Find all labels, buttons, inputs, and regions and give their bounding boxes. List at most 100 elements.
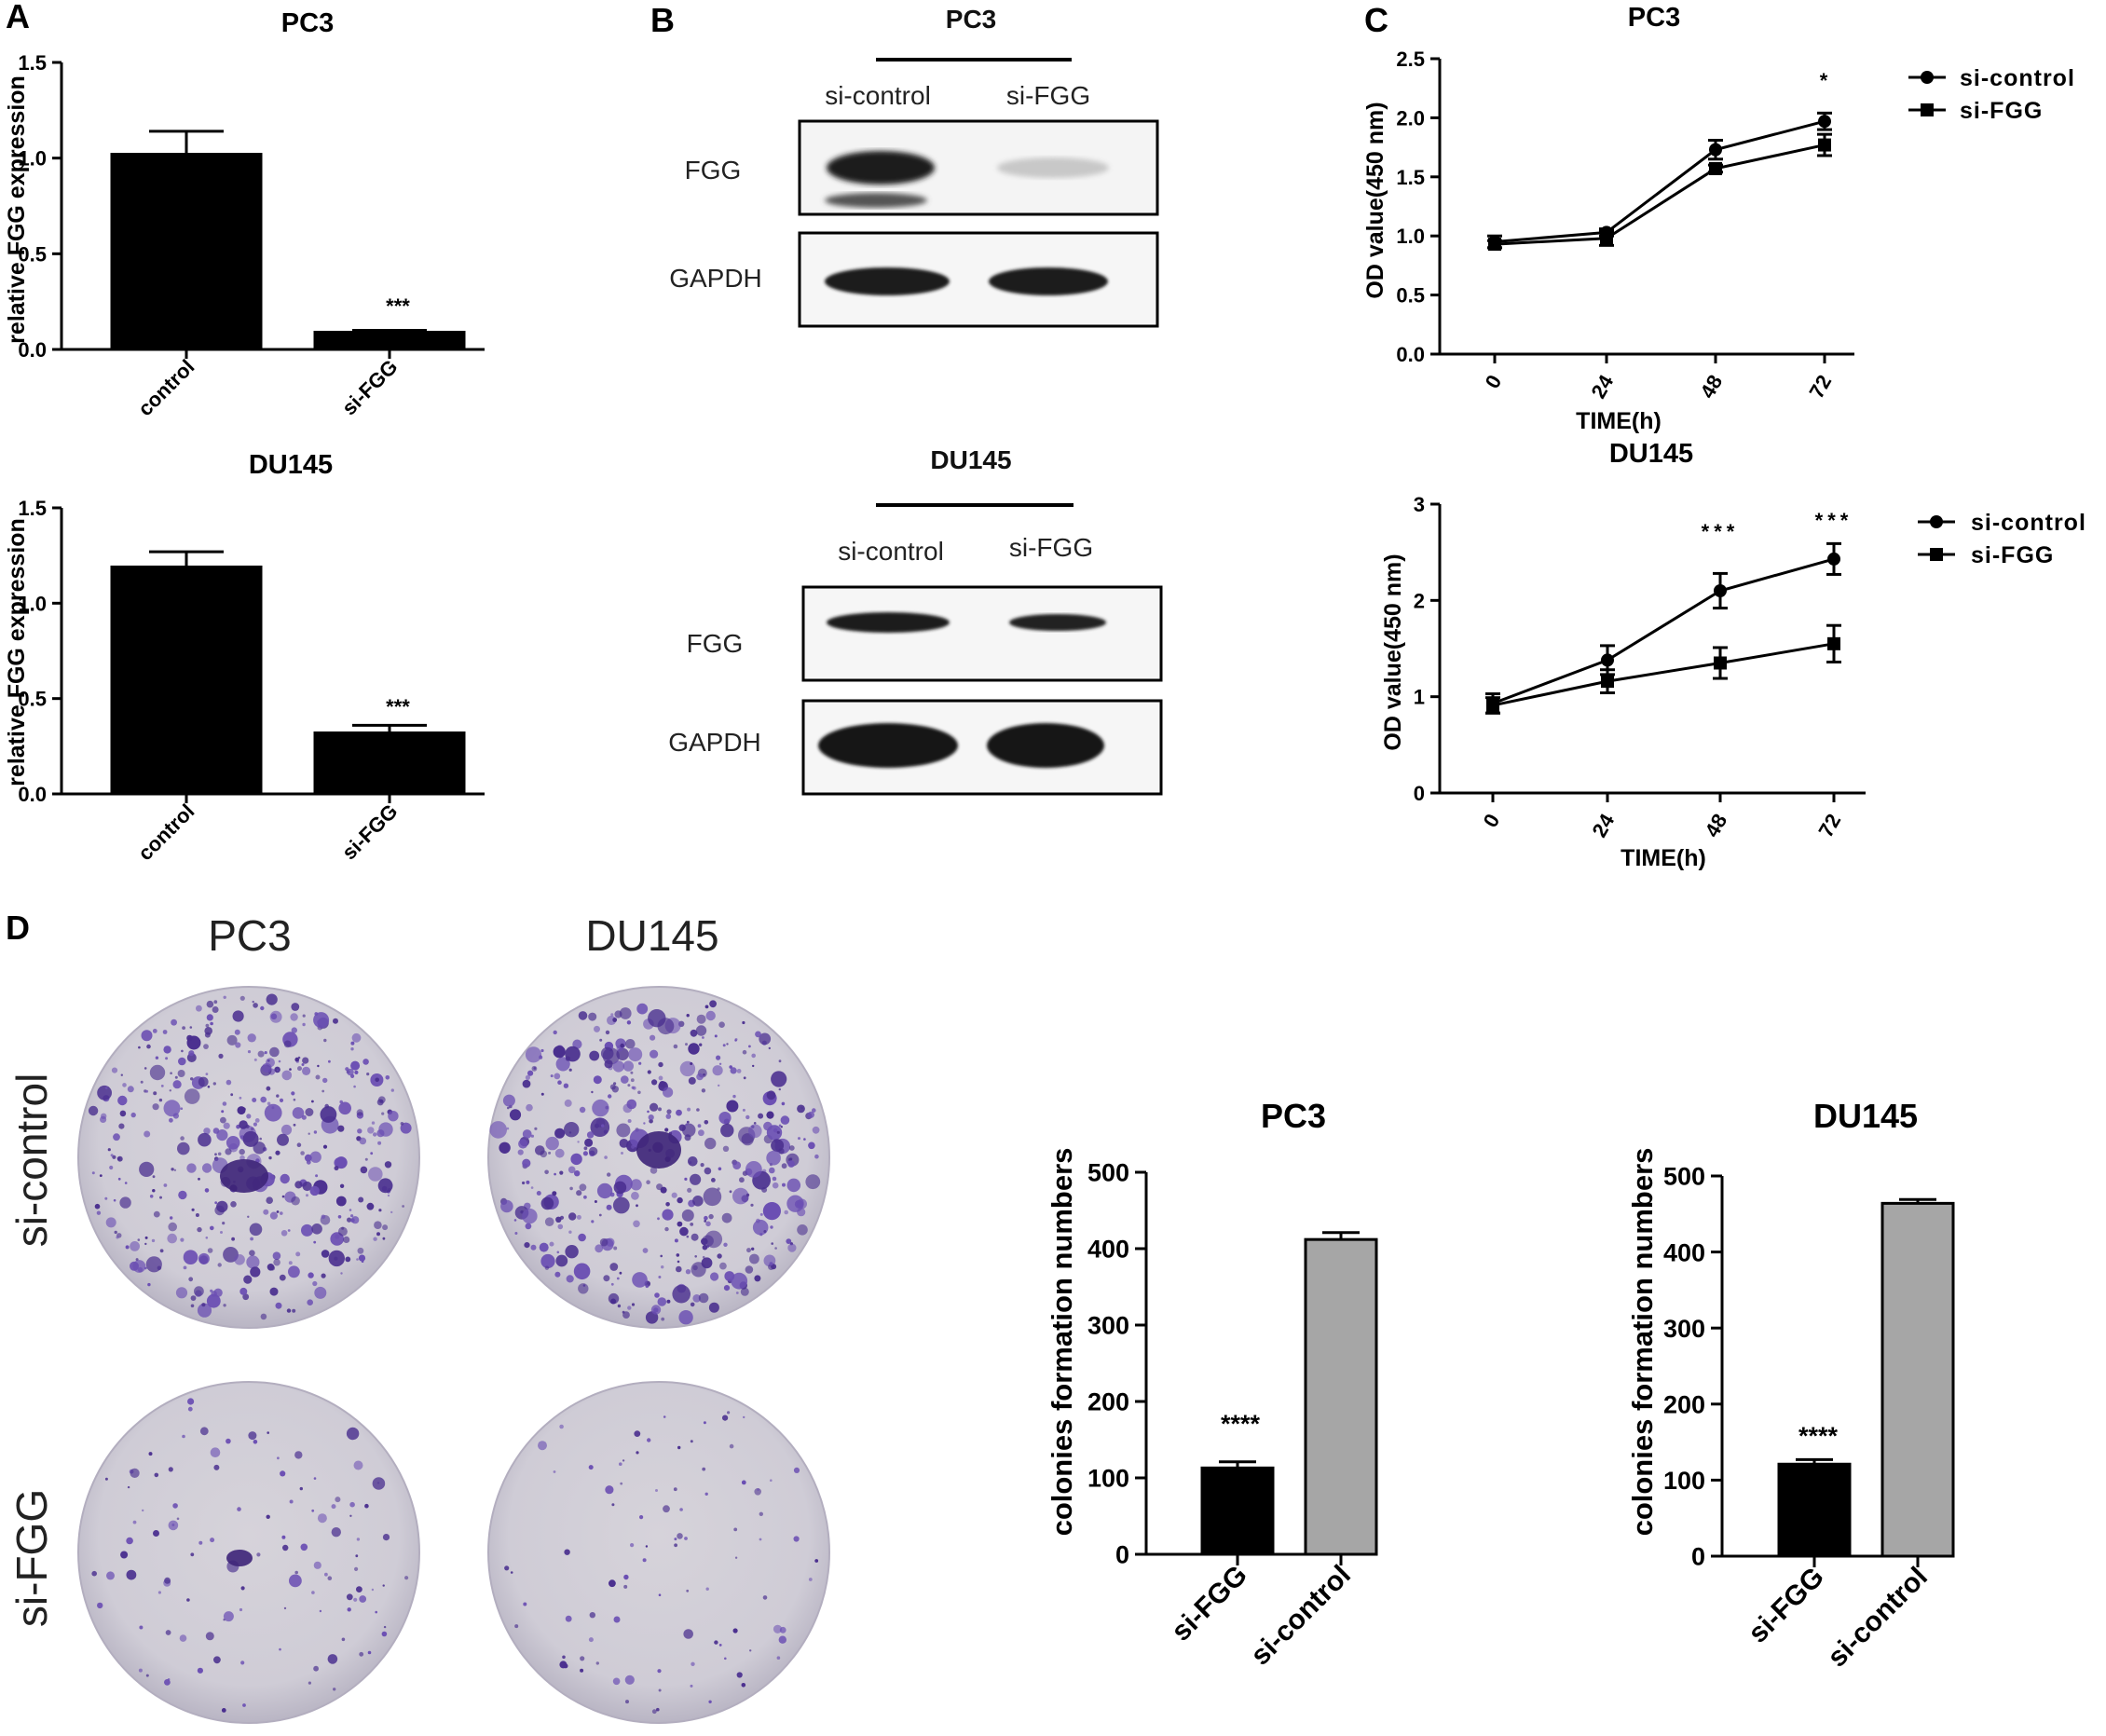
colony-dot — [140, 1080, 144, 1084]
colony-dot — [301, 1223, 313, 1237]
colony-dot — [116, 1155, 123, 1162]
colony-dot — [222, 1222, 226, 1225]
colony-dot — [555, 1216, 562, 1223]
colony-dot — [213, 1288, 223, 1298]
y-tick-label: 200 — [1087, 1388, 1129, 1416]
colony-dot — [172, 1113, 179, 1119]
colony-dot — [324, 1103, 330, 1109]
colony-dot — [206, 1293, 221, 1308]
colony-dot — [568, 1166, 576, 1174]
colony-dot — [685, 1043, 688, 1046]
colony-dot — [730, 1067, 737, 1074]
colony-dot — [658, 1075, 663, 1081]
chart-a-du145-title: DU145 — [249, 450, 333, 480]
colony-dot — [183, 1250, 198, 1264]
colony-dot — [126, 1569, 137, 1580]
colony-dot — [613, 1616, 621, 1623]
colony-dot — [361, 1260, 364, 1263]
chart-d-pc3-title: PC3 — [1261, 1097, 1326, 1135]
colony-dot — [240, 1586, 245, 1591]
colony-dot — [651, 1079, 658, 1086]
y-tick-label: 100 — [1087, 1465, 1129, 1493]
colony-dot — [249, 1223, 263, 1237]
colony-dot — [280, 1173, 290, 1184]
colony-dot — [708, 1302, 719, 1313]
colony-dot — [367, 1127, 375, 1134]
colony-dot — [94, 1203, 101, 1210]
colony-dot — [210, 1289, 213, 1292]
colony-dot — [253, 1122, 257, 1127]
colony-dot — [507, 1106, 510, 1110]
colony-dot — [717, 1253, 722, 1259]
colony-dot — [180, 1237, 185, 1242]
colony-dot — [773, 1624, 783, 1633]
colony-dot — [570, 1153, 582, 1166]
colony-dot — [175, 1287, 188, 1299]
colony-dot — [217, 1152, 222, 1156]
y-tick-label: 0.0 — [18, 783, 47, 806]
colony-dot — [688, 1156, 698, 1167]
colony-dot — [331, 1504, 336, 1510]
chart-c-pc3-legend-si-fgg: si-FGG — [1960, 98, 2043, 124]
colony-dot — [769, 1262, 773, 1266]
colony-dot — [650, 1049, 659, 1059]
colony-dot — [335, 1497, 341, 1503]
colony-dot — [605, 1030, 610, 1035]
colony-dot — [179, 1634, 187, 1642]
colony-dot — [741, 1133, 754, 1146]
colony-dot — [357, 1247, 364, 1254]
colony-dot — [540, 1253, 555, 1269]
colony-dot — [190, 1304, 195, 1308]
colony-dot — [598, 1213, 602, 1217]
colony-dot — [142, 1509, 144, 1512]
colony-dot — [260, 1005, 265, 1011]
colony-dot — [337, 1215, 342, 1219]
colony-dot — [198, 1177, 200, 1181]
colony-dot — [599, 1237, 609, 1247]
colony-dot — [199, 1427, 209, 1436]
colony-dot — [559, 1661, 568, 1669]
colony-dot — [381, 1112, 385, 1115]
colony-dot — [722, 1145, 730, 1153]
colony-dot — [589, 1612, 595, 1619]
colony-dot — [540, 1092, 544, 1096]
colony-dot — [153, 1530, 159, 1537]
colony-dot — [390, 1088, 394, 1092]
colony-dot — [262, 1062, 272, 1073]
point-si-control — [1827, 552, 1840, 566]
colony-dot — [377, 1141, 382, 1145]
colony-dot — [112, 1155, 116, 1159]
colony-dot — [182, 1026, 186, 1030]
colony-dot — [630, 1078, 635, 1083]
colony-dot — [677, 1260, 680, 1264]
colony-dot — [315, 1174, 319, 1178]
colony-dot — [569, 1186, 573, 1191]
colony-dot — [154, 1472, 159, 1478]
colony-dot — [793, 1536, 800, 1542]
colony-dot — [742, 1020, 745, 1025]
colony-dot — [692, 1294, 701, 1303]
colony-dot — [334, 1256, 338, 1261]
bar-si-FGG — [313, 331, 466, 351]
colony-dot — [170, 1216, 173, 1220]
plates-column-du145: DU145 — [585, 911, 718, 960]
colony-dot — [149, 1064, 166, 1081]
colony-dot — [654, 1292, 660, 1298]
colony-dot — [556, 1251, 560, 1254]
colony-dot — [280, 1124, 293, 1136]
colony-dot — [703, 1421, 706, 1425]
colony-dot — [679, 1508, 683, 1511]
colony-dot — [647, 1110, 650, 1114]
colony-dot — [247, 1215, 250, 1219]
colony-dot — [619, 1271, 622, 1275]
colony-dot — [275, 1302, 282, 1309]
colony-dot — [613, 1181, 627, 1195]
blot-du145-gapdh-band-sifgg — [987, 723, 1104, 768]
colony-dot — [317, 1064, 320, 1068]
colony-dot — [302, 1022, 306, 1027]
colony-dot — [198, 1076, 209, 1087]
colony-dot — [565, 1615, 572, 1622]
colony-dot — [622, 1060, 634, 1072]
colony-dot — [289, 1499, 294, 1504]
colony-dot — [305, 1108, 314, 1116]
